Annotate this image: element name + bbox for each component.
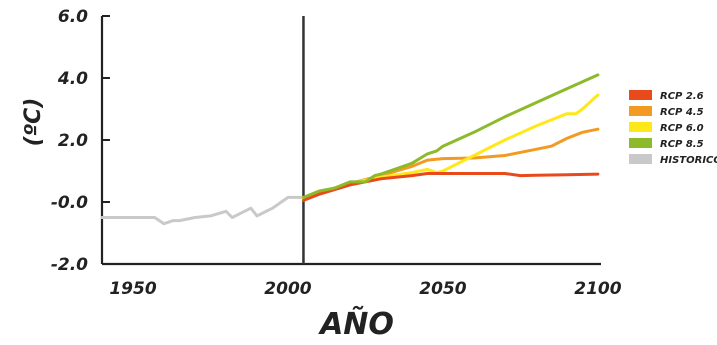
y-tick-label: 4.0 — [57, 69, 88, 89]
legend: RCP 2.6 RCP 4.5 RCP 6.0 RCP 8.5 HISTORICO — [629, 90, 717, 166]
y-tick-label: -2.0 — [51, 255, 88, 275]
y-tick-label: 6.0 — [58, 7, 88, 27]
series-line-historico — [100, 195, 305, 226]
legend-swatch — [629, 122, 652, 132]
legend-swatch — [629, 138, 652, 148]
x-tick-label: 1950 — [109, 279, 156, 299]
x-tick-label: 2050 — [419, 279, 466, 299]
legend-label: RCP 4.5 — [660, 107, 704, 118]
series-lines — [100, 73, 600, 226]
series-line-rcp-2-6 — [302, 172, 600, 202]
series-line-rcp-8-5 — [302, 73, 600, 199]
legend-swatch — [629, 154, 652, 164]
legend-swatch — [629, 90, 652, 100]
y-tick-label: -0.0 — [51, 193, 88, 213]
tick-labels: 6.0 4.0 2.0 -0.0 -2.0 1950 2000 2050 2100 — [51, 7, 622, 299]
x-axis-title: AÑO — [318, 305, 394, 342]
legend-label: RCP 6.0 — [660, 123, 704, 134]
chart-axes — [100, 15, 601, 266]
series-line-rcp-4-5 — [302, 127, 600, 201]
x-tick-label: 2000 — [264, 279, 311, 299]
legend-swatch — [629, 106, 652, 116]
legend-label: HISTORICO — [660, 155, 717, 166]
y-tick-label: 2.0 — [58, 131, 88, 151]
x-tick-label: 2100 — [574, 279, 621, 299]
y-axis-title: (ºC) — [21, 98, 46, 147]
legend-label: RCP 2.6 — [660, 91, 704, 102]
legend-label: RCP 8.5 — [660, 139, 704, 150]
